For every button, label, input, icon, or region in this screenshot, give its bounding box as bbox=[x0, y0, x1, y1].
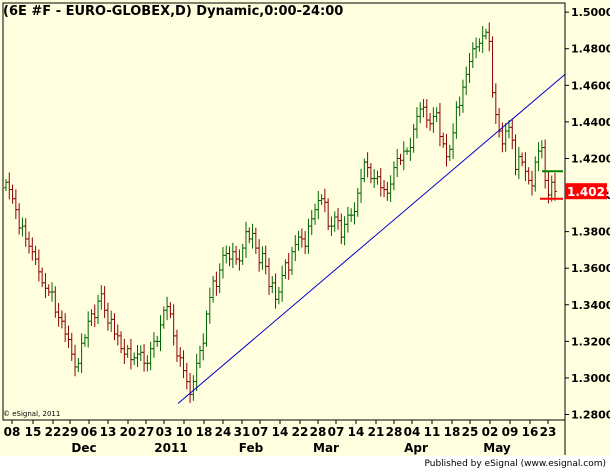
y-tick-label: 1.4400 bbox=[571, 116, 610, 129]
x-day-label: 09 bbox=[502, 425, 519, 439]
y-tick-label: 1.3400 bbox=[571, 299, 610, 312]
x-day-label: 28 bbox=[386, 425, 403, 439]
x-day-label: 18 bbox=[196, 425, 213, 439]
chart-title: (6E #F - EURO-GLOBEX,D) Dynamic,0:00-24:… bbox=[3, 4, 343, 19]
ohlc-bar bbox=[553, 172, 557, 201]
x-day-label: 20 bbox=[120, 425, 137, 439]
y-tick-label: 1.4200 bbox=[571, 152, 610, 165]
axes: 1.2800 1.3000 1.3200 1.3400 1.3600 1.3800 1.40… bbox=[2, 2, 610, 455]
x-month-label: May bbox=[483, 441, 511, 455]
y-tick-label: 1.3800 bbox=[571, 226, 610, 239]
x-day-label: 16 bbox=[522, 425, 539, 439]
x-day-label: 25 bbox=[462, 425, 479, 439]
copyright-label: © eSignal, 2011 bbox=[3, 410, 60, 418]
x-day-label: 15 bbox=[25, 425, 42, 439]
y-tick-label: 1.3200 bbox=[571, 335, 610, 348]
x-day-label: 22 bbox=[292, 425, 309, 439]
footer-text: Published by eSignal (www.esignal.com) bbox=[424, 459, 606, 469]
trendline bbox=[177, 73, 566, 404]
x-day-label: 07 bbox=[252, 425, 269, 439]
x-day-label: 03 bbox=[156, 425, 173, 439]
x-day-label: 28 bbox=[310, 425, 327, 439]
x-month-label: Feb bbox=[239, 441, 264, 455]
x-day-label: 21 bbox=[368, 425, 385, 439]
x-day-label: 07 bbox=[328, 425, 345, 439]
x-day-label: 04 bbox=[404, 425, 421, 439]
x-day-label: 31 bbox=[234, 425, 251, 439]
x-day-label: 22 bbox=[45, 425, 62, 439]
x-day-label: 23 bbox=[540, 425, 557, 439]
y-tick-label: 1.5000 bbox=[571, 6, 610, 19]
last-price-box bbox=[565, 183, 607, 200]
x-month-label: Dec bbox=[71, 441, 96, 455]
y-tick-label: 1.4600 bbox=[571, 79, 610, 92]
y-tick-label: 1.3600 bbox=[571, 262, 610, 275]
x-day-label: 02 bbox=[482, 425, 499, 439]
last-price-label: 1.4021 bbox=[567, 185, 610, 199]
x-day-label: 13 bbox=[100, 425, 117, 439]
y-tick-label: 1.3000 bbox=[571, 372, 610, 385]
x-day-label: 06 bbox=[81, 425, 98, 439]
x-day-label: 11 bbox=[424, 425, 441, 439]
footer-bar bbox=[0, 456, 610, 470]
x-month-label: Apr bbox=[404, 441, 428, 455]
last-price-marker: 1.4021 bbox=[565, 183, 610, 200]
x-day-label: 08 bbox=[4, 425, 21, 439]
y-tick-label: 1.2800 bbox=[571, 409, 610, 422]
x-day-label: 14 bbox=[348, 425, 365, 439]
x-day-label: 10 bbox=[176, 425, 193, 439]
x-month-label: 2011 bbox=[154, 441, 187, 455]
x-month-label: Mar bbox=[313, 441, 339, 455]
x-day-label: 14 bbox=[272, 425, 289, 439]
x-day-label: 24 bbox=[215, 425, 232, 439]
x-day-label: 18 bbox=[444, 425, 461, 439]
x-day-label: 27 bbox=[138, 425, 155, 439]
x-day-label: 29 bbox=[62, 425, 79, 439]
y-tick-label: 1.4800 bbox=[571, 43, 610, 56]
price-bars bbox=[4, 22, 557, 404]
